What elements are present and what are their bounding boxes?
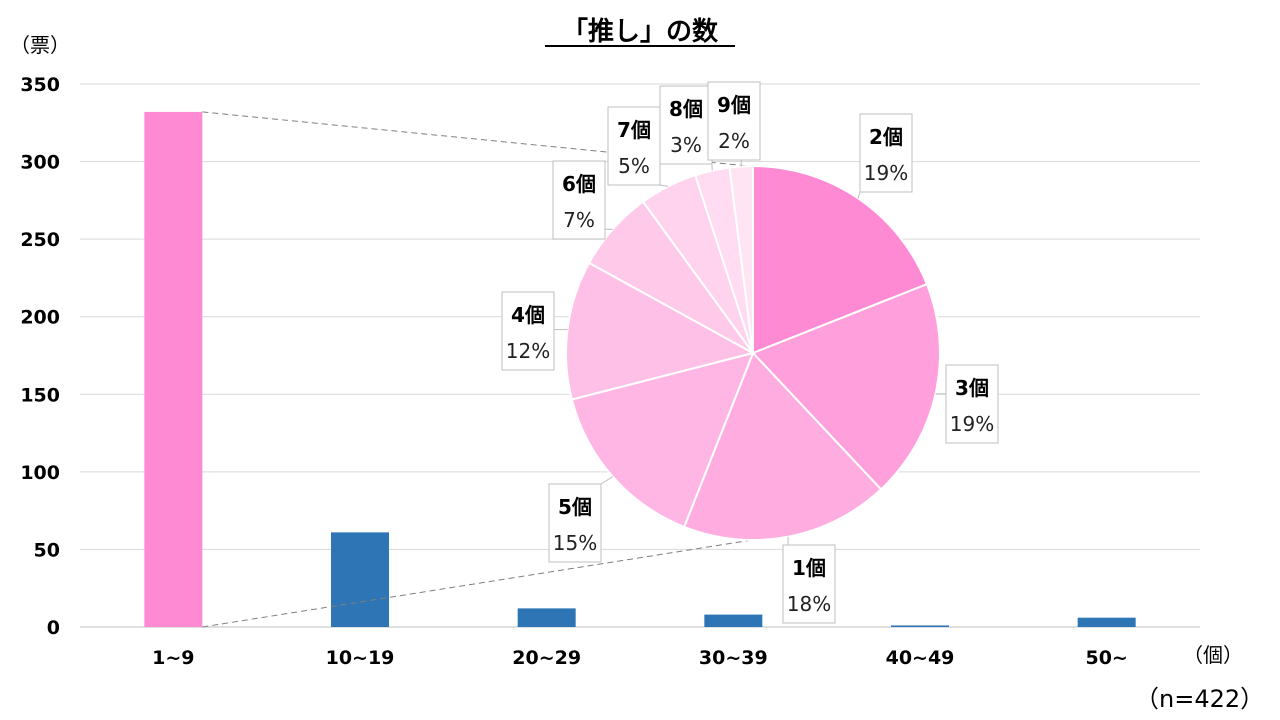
callout-box xyxy=(501,291,555,371)
pie-slice xyxy=(752,164,929,355)
pie-slice-percent: 19% xyxy=(864,161,908,185)
callout-box xyxy=(859,113,913,193)
pie-slice-label: 6個 xyxy=(562,172,596,196)
y-tick-label: 50 xyxy=(34,539,60,561)
y-tick-label: 0 xyxy=(47,617,60,639)
pie-slice-percent: 7% xyxy=(563,208,595,232)
bar xyxy=(144,111,203,627)
x-category-label: 1~9 xyxy=(152,647,194,669)
y-tick-label: 150 xyxy=(20,384,60,406)
pie-slice-percent: 18% xyxy=(787,592,831,616)
bar xyxy=(1077,617,1136,627)
pie-slice-label: 8個 xyxy=(669,97,703,121)
bar xyxy=(891,625,949,627)
pie-slice xyxy=(565,261,756,401)
sample-size-note: （n=422） xyxy=(1135,685,1264,713)
pie-slice-label: 4個 xyxy=(511,303,545,327)
connector-line xyxy=(202,539,753,628)
bar xyxy=(517,608,576,627)
callout-box xyxy=(607,106,661,186)
callout-leader xyxy=(600,476,613,485)
callout-leader xyxy=(857,191,861,199)
connector-line xyxy=(202,111,749,167)
y-tick-label: 250 xyxy=(20,229,60,251)
x-category-label: 40~49 xyxy=(886,647,955,669)
pie-slice-label: 3個 xyxy=(955,376,989,400)
y-tick-label: 100 xyxy=(20,462,60,484)
y-axis-ticks: 0 50 100 150 200 250 300 350 xyxy=(20,74,60,639)
chart-title: 「推し」の数 xyxy=(562,16,719,47)
x-category-label: 50~ xyxy=(1085,647,1127,669)
callout-box xyxy=(782,544,836,624)
zoom-connectors xyxy=(202,111,753,628)
pie-labels: 2個 19% 3個 19% 1個 18% 5個 15% 4個 12% 6個 7% 7個 5% 8個 3% 9個 2… xyxy=(501,81,999,624)
x-category-label: 20~29 xyxy=(512,647,581,669)
bar-series xyxy=(144,111,1136,627)
x-category-label: 30~39 xyxy=(699,647,768,669)
y-axis-label: （票） xyxy=(10,33,70,57)
pie-slice-percent: 15% xyxy=(553,531,597,555)
y-tick-label: 300 xyxy=(20,152,60,174)
y-tick-label: 200 xyxy=(20,307,60,329)
pie-chart xyxy=(565,164,941,541)
pie-slice-percent: 3% xyxy=(670,133,702,157)
pie-slice-percent: 2% xyxy=(718,129,750,153)
callout-leader xyxy=(659,184,669,187)
pie-slice-label: 7個 xyxy=(617,118,651,142)
pie-slice-label: 9個 xyxy=(717,93,751,117)
pie-slice xyxy=(682,351,883,541)
x-category-label: 10~19 xyxy=(326,647,395,669)
pie-slice-label: 1個 xyxy=(792,556,826,580)
y-tick-label: 350 xyxy=(20,74,60,96)
callout-box xyxy=(945,364,999,444)
x-axis-label: （個） xyxy=(1183,643,1243,667)
bar xyxy=(704,614,763,627)
x-axis-categories: 1~9 10~19 20~29 30~39 40~49 50~ xyxy=(152,647,1128,669)
pie-slice-percent: 19% xyxy=(950,412,994,436)
callout-box xyxy=(552,160,606,240)
pie-slice xyxy=(728,164,754,354)
callout-box xyxy=(548,483,602,563)
pie-slice-label: 2個 xyxy=(869,125,903,149)
callout-box xyxy=(707,81,761,161)
pie-slice-percent: 5% xyxy=(618,154,650,178)
bar xyxy=(331,532,389,627)
pie-slice-percent: 12% xyxy=(506,339,550,363)
pie-slice-label: 5個 xyxy=(558,495,592,519)
callout-box xyxy=(659,85,713,165)
pie-slice xyxy=(570,351,755,529)
pie-slice xyxy=(751,282,941,491)
